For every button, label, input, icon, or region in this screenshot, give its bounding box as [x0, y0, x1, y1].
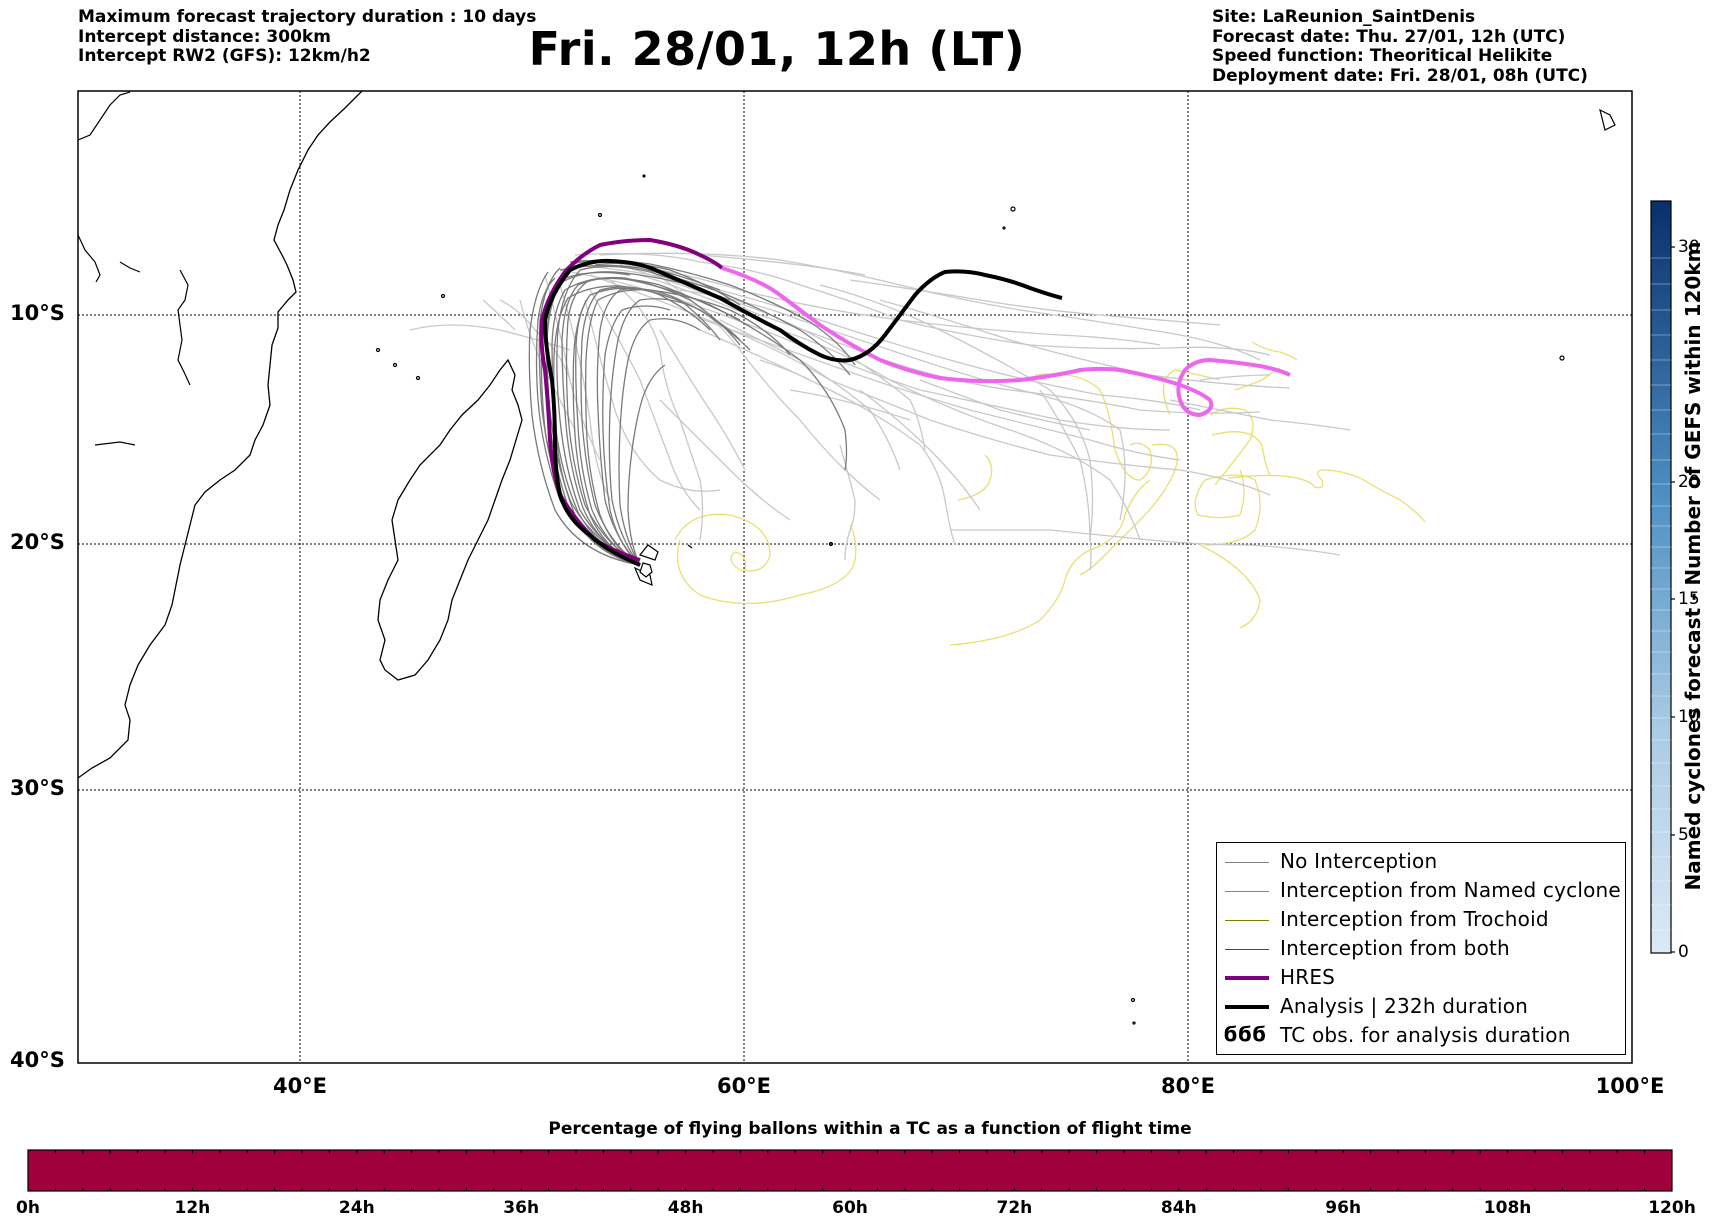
legend-label: Interception from Trochoid — [1280, 907, 1549, 931]
header-info-left: Maximum forecast trajectory duration : 1… — [78, 7, 537, 67]
legend-item-named-cyclone: Interception from Named cyclone — [1217, 876, 1625, 905]
flight-time-tick-label: 96h — [1325, 1198, 1362, 1218]
lon-label-40e: 40°E — [272, 1074, 328, 1098]
legend-item-both: Interception from both — [1217, 934, 1625, 963]
flight-time-tick-label: 84h — [1160, 1198, 1197, 1218]
madagascar-coastline — [377, 358, 523, 681]
colorbar-tick: 15 — [1678, 589, 1700, 609]
flight-time-tick-label: 0h — [16, 1198, 40, 1218]
lon-label-60e: 60°E — [716, 1074, 772, 1098]
flight-time-tick-label: 36h — [503, 1198, 540, 1218]
max-duration-text: Maximum forecast trajectory duration : 1… — [78, 7, 537, 27]
legend-item-hres: HRES — [1217, 963, 1625, 992]
africa-coastline — [78, 91, 363, 779]
site-text: Site: LaReunion_SaintDenis — [1212, 7, 1476, 27]
colorbar-tick: 5 — [1678, 825, 1689, 845]
legend-label: Interception from Named cyclone — [1280, 878, 1621, 902]
lat-label-30s: 30°S — [10, 776, 65, 800]
cyclone-colorbar — [1650, 200, 1675, 954]
flight-time-colorbar — [27, 1149, 1673, 1192]
legend-swatch — [1225, 1004, 1269, 1009]
flight-time-tick-label: 120h — [1648, 1198, 1696, 1218]
flight-time-tick-label: 72h — [996, 1198, 1033, 1218]
hres-track-later — [721, 266, 1291, 418]
legend-item-no-interception: No Interception — [1217, 847, 1625, 876]
colorbar-tick: 30 — [1678, 237, 1700, 257]
colorbar-tick: 10 — [1678, 707, 1700, 727]
flight-time-tick-label: 24h — [338, 1198, 375, 1218]
legend-swatch — [1225, 890, 1269, 892]
legend-swatch — [1225, 948, 1269, 950]
flight-time-tick-label: 60h — [832, 1198, 868, 1218]
lat-label-10s: 10°S — [10, 301, 65, 325]
lon-label-100e: 100°E — [1595, 1074, 1665, 1098]
flight-time-title: Percentage of flying ballons within a TC… — [548, 1119, 1192, 1139]
legend-label: Analysis | 232h duration — [1280, 994, 1529, 1018]
colorbar-tick: 0 — [1678, 942, 1689, 962]
hres-track — [539, 237, 724, 562]
intercept-rw2-text: Intercept RW2 (GFS): 12km/h2 — [78, 46, 371, 66]
legend-swatch — [1225, 919, 1269, 921]
analysis-track — [542, 258, 1063, 567]
lat-label-40s: 40°S — [10, 1048, 65, 1072]
small-islands — [94, 108, 1616, 1025]
legend-label: Interception from both — [1280, 936, 1510, 960]
intercept-distance-text: Intercept distance: 300km — [78, 26, 331, 47]
legend-item-analysis: Analysis | 232h duration — [1217, 992, 1625, 1021]
legend-label: No Interception — [1280, 849, 1438, 873]
header-info-right: Site: LaReunion_SaintDenis Forecast date… — [1212, 7, 1588, 86]
reunion-island — [639, 562, 653, 578]
forecast-date-text: Forecast date: Thu. 27/01, 12h (UTC) — [1212, 26, 1566, 47]
legend-label: TC obs. for analysis duration — [1280, 1023, 1571, 1047]
legend-item-tc-obs: ϭϭϭ TC obs. for analysis duration — [1217, 1021, 1625, 1050]
tc-observation-tracks — [674, 341, 1426, 646]
legend-swatch — [1225, 975, 1269, 980]
flight-time-tick-label: 108h — [1483, 1198, 1532, 1218]
legend-label: HRES — [1280, 965, 1336, 989]
legend: No Interception Interception from Named … — [1216, 842, 1626, 1055]
map-title: Fri. 28/01, 12h (LT) — [528, 22, 1026, 76]
lat-label-20s: 20°S — [10, 530, 65, 554]
colorbar-tick: 20 — [1678, 472, 1700, 492]
legend-item-trochoid: Interception from Trochoid — [1217, 905, 1625, 934]
deployment-date-text: Deployment date: Fri. 28/01, 08h (UTC) — [1212, 65, 1588, 86]
flight-time-tick-label: 12h — [174, 1198, 211, 1218]
horn-coastline — [78, 91, 131, 283]
legend-swatch — [1225, 861, 1269, 863]
flight-time-tick-label: 48h — [667, 1198, 704, 1218]
speed-function-text: Speed function: Theoritical Helikite — [1212, 46, 1553, 66]
tc-obs-icon: ϭϭϭ — [1223, 1022, 1266, 1046]
lon-label-80e: 80°E — [1160, 1074, 1216, 1098]
colorbar-title: Named cyclones forecast - Number of GEFS… — [1681, 241, 1705, 891]
